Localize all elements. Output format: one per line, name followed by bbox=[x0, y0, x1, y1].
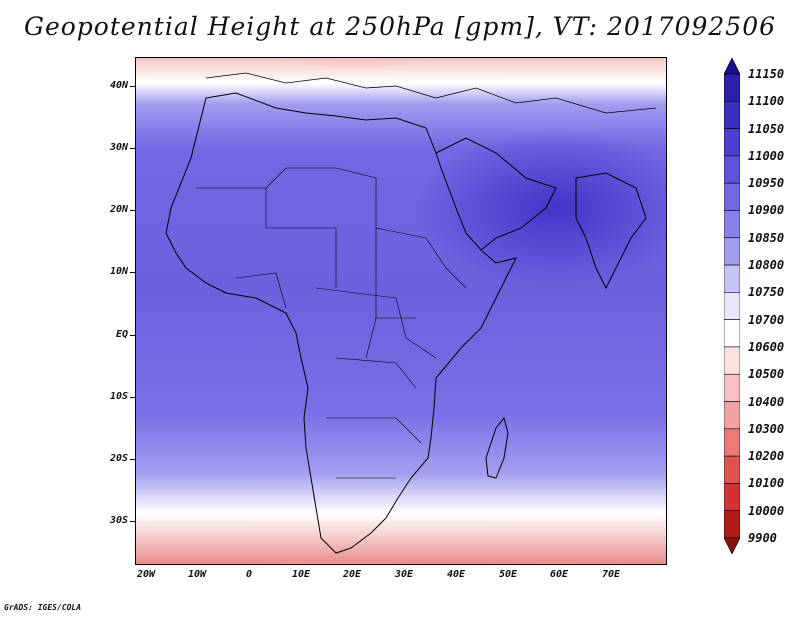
lat-tick bbox=[130, 521, 135, 522]
colorbar-segment bbox=[724, 182, 740, 211]
lon-label-30e: 30E bbox=[394, 569, 414, 580]
colorbar-segment bbox=[724, 100, 740, 129]
colorbar-label: 10600 bbox=[748, 339, 785, 354]
lat-tick bbox=[130, 397, 135, 398]
colorbar-label: 10100 bbox=[748, 476, 785, 491]
lat-tick bbox=[130, 210, 135, 211]
colorbar-label: 11150 bbox=[748, 67, 785, 81]
colorbar bbox=[724, 58, 740, 554]
colorbar-top-triangle bbox=[724, 58, 740, 75]
colorbar-label: 10400 bbox=[748, 394, 785, 409]
low-anomaly-south-indian-ocean bbox=[436, 514, 666, 564]
lat-label-10n: 10N bbox=[109, 266, 128, 277]
lat-label-40n: 40N bbox=[109, 80, 128, 91]
lat-tick bbox=[130, 272, 135, 273]
lon-label-20e: 20E bbox=[342, 569, 362, 580]
colorbar-label: 11000 bbox=[748, 148, 785, 163]
coastline bbox=[165, 92, 517, 554]
map-title: Geopotential Height at 250hPa [gpm], VT:… bbox=[23, 12, 777, 41]
colorbar-segment bbox=[724, 483, 740, 512]
colorbar-segment bbox=[724, 210, 740, 239]
colorbar-label: 10200 bbox=[748, 449, 785, 464]
colorbar-label: 10000 bbox=[748, 503, 785, 518]
lat-label-20s: 20S bbox=[109, 453, 128, 464]
colorbar-bottom-triangle bbox=[724, 537, 740, 554]
colorbar-segment bbox=[724, 264, 740, 293]
colorbar-segment bbox=[724, 128, 740, 157]
colorbar-segment bbox=[724, 319, 740, 348]
low-anomaly-mediterranean bbox=[216, 58, 496, 118]
lon-label-0: 0 bbox=[245, 569, 253, 580]
colorbar-label: 10700 bbox=[748, 312, 785, 327]
lon-label-10e: 10E bbox=[291, 569, 311, 580]
lat-tick bbox=[130, 459, 135, 460]
lon-label-60e: 60E bbox=[549, 569, 569, 580]
lon-label-10w: 10W bbox=[187, 569, 207, 580]
colorbar-segment bbox=[724, 401, 740, 430]
height-field bbox=[136, 58, 666, 564]
lon-label-50e: 50E bbox=[498, 569, 518, 580]
high-anomaly-india bbox=[416, 128, 666, 288]
grads-credit: GrADS: IGES/COLA bbox=[4, 603, 82, 612]
colorbar-segment bbox=[724, 155, 740, 184]
colorbar-segment bbox=[724, 237, 740, 266]
colorbar-label: 10800 bbox=[748, 258, 785, 273]
colorbar-label: 10900 bbox=[748, 203, 785, 218]
europe-outline bbox=[205, 72, 657, 114]
colorbar-label: 11100 bbox=[748, 94, 785, 109]
colorbar-segment bbox=[724, 73, 740, 102]
lat-tick bbox=[130, 86, 135, 87]
colorbar-label: 10500 bbox=[748, 367, 785, 382]
colorbar-segment bbox=[724, 373, 740, 402]
lat-tick bbox=[130, 148, 135, 149]
colorbar-label: 10950 bbox=[748, 176, 785, 191]
low-anomaly-south-africa bbox=[186, 504, 486, 564]
colorbar-label: 11050 bbox=[748, 121, 785, 136]
colorbar-label: 10300 bbox=[748, 421, 785, 436]
lon-label-20w: 20W bbox=[136, 569, 156, 580]
colorbar-label: 10750 bbox=[748, 285, 785, 300]
lat-label-20n: 20N bbox=[109, 204, 128, 215]
lat-label-30s: 30S bbox=[109, 515, 128, 526]
map-panel bbox=[135, 57, 667, 565]
colorbar-segment bbox=[724, 346, 740, 375]
colorbar-segment bbox=[724, 455, 740, 484]
lat-label-30n: 30N bbox=[109, 142, 128, 153]
madagascar-outline bbox=[485, 416, 509, 479]
arabian-peninsula-outline bbox=[435, 137, 557, 251]
colorbar-label: 9900 bbox=[748, 531, 777, 545]
lon-label-40e: 40E bbox=[446, 569, 466, 580]
country-borders bbox=[196, 167, 467, 479]
colorbar-segment bbox=[724, 428, 740, 457]
lat-label-10s: 10S bbox=[109, 391, 128, 402]
colorbar-segment bbox=[724, 292, 740, 320]
india-outline bbox=[575, 172, 647, 290]
lon-label-70e: 70E bbox=[601, 569, 621, 580]
lat-label-eq: EQ bbox=[115, 329, 128, 340]
colorbar-segment bbox=[724, 510, 740, 539]
lat-tick bbox=[130, 335, 135, 336]
colorbar-label: 10850 bbox=[748, 230, 785, 245]
